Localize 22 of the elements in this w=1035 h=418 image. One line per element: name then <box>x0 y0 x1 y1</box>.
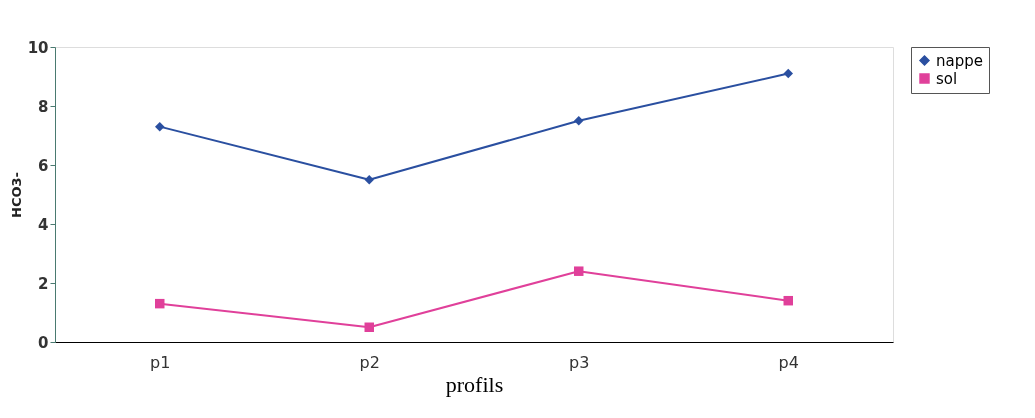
y-tick-label: 6 <box>38 156 49 175</box>
legend-label: nappe <box>936 51 983 70</box>
x-tick-label: p1 <box>150 352 171 372</box>
y-axis-title: HCO3- <box>8 172 24 218</box>
y-tick-label: 8 <box>38 97 49 116</box>
y-tick-label: 2 <box>38 274 49 293</box>
y-tick-label: 0 <box>38 333 49 352</box>
point <box>155 298 165 309</box>
x-tick-label: p4 <box>778 352 799 372</box>
x-axis-title: profils <box>445 371 504 397</box>
point <box>783 68 793 79</box>
y-tick-label: 4 <box>38 215 49 234</box>
point <box>364 175 374 185</box>
point <box>364 322 374 332</box>
x-tick-label: p2 <box>359 352 380 372</box>
point <box>155 121 165 132</box>
point <box>574 116 584 126</box>
legend-label: sol <box>936 69 958 88</box>
x-tick-label: p3 <box>569 352 590 372</box>
y-tick-label: 10 <box>27 38 49 57</box>
point <box>574 266 584 276</box>
point <box>783 295 793 306</box>
